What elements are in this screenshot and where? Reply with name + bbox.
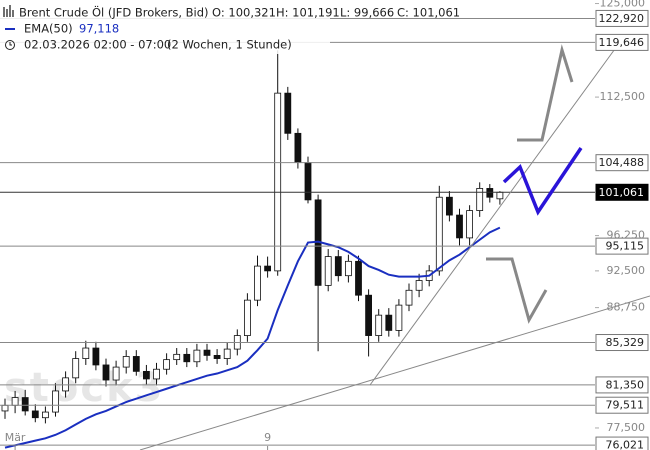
y-tick-label: 92,500: [607, 264, 646, 277]
level-box: [595, 154, 649, 172]
ohlc-low: L: 99,666: [340, 6, 394, 20]
candle-body: [213, 355, 221, 359]
x-tick-label: 9: [264, 431, 271, 444]
candle-body: [173, 353, 181, 361]
period: 02.03.2026 02:00 - 07:00: [24, 38, 171, 52]
level-box: [595, 376, 649, 394]
level-label: 101,061: [599, 186, 645, 199]
legend-bg: [0, 0, 330, 54]
level-box: [595, 436, 649, 450]
candle-body: [1, 404, 9, 412]
candle-body: [334, 256, 342, 277]
level-label: 119,646: [599, 36, 645, 49]
candle-body: [344, 260, 352, 277]
candle-body: [223, 348, 231, 359]
y-tick-label: 125,000: [600, 0, 646, 10]
candle-body: [456, 214, 463, 239]
range: (2 Wochen, 1 Stunde): [167, 38, 292, 52]
trend-line: [369, 41, 621, 386]
y-tick-label: 88,750: [607, 301, 646, 314]
candle-body: [42, 411, 49, 419]
projection-arrow: [517, 44, 574, 142]
level-label: 85,329: [606, 336, 645, 349]
ema-line: [4, 226, 501, 449]
level-label: 76,021: [606, 439, 645, 450]
ohlc-close: C: 101,061: [397, 6, 460, 20]
candle-body: [72, 358, 80, 379]
ohlc-open: O: 100,321: [212, 6, 276, 20]
candle-body: [365, 294, 373, 336]
candle-body: [355, 260, 362, 296]
candle-body: [193, 349, 201, 363]
candle-body: [476, 188, 484, 211]
level-label: 81,350: [606, 378, 645, 391]
instrument: Brent Crude Öl (JFD Brokers, Bid): [19, 4, 209, 20]
level-box: [595, 33, 649, 51]
candle-icon: [3, 5, 14, 17]
candle-body: [11, 397, 19, 406]
candle-body: [445, 196, 453, 216]
legend: Brent Crude Öl (JFD Brokers, Bid) O: 100…: [0, 0, 460, 54]
candle-body: [385, 314, 393, 331]
clock-hands: [9, 42, 12, 46]
candle-body: [466, 210, 474, 239]
candle-body: [62, 377, 69, 392]
candle-body: [132, 356, 140, 372]
level-label: 122,920: [599, 12, 645, 25]
candle-body: [82, 347, 90, 359]
candle-body: [254, 265, 261, 301]
candle-body: [435, 196, 443, 272]
candle-body: [122, 356, 130, 368]
candle-body: [142, 370, 150, 380]
candle-body: [163, 359, 171, 370]
candle-body: [92, 347, 100, 366]
candle-body: [102, 364, 110, 381]
candle-body: [375, 314, 383, 336]
ohlc-high: H: 101,191: [276, 6, 340, 20]
candle-body: [294, 132, 302, 163]
candle-body: [415, 280, 423, 291]
level-label: 104,488: [599, 156, 645, 169]
candle-body: [496, 191, 504, 200]
ema-value: 97,118: [79, 22, 119, 36]
y-tick-label: 77,500: [607, 421, 646, 434]
candle-body: [324, 256, 332, 286]
level-label: 79,511: [606, 399, 645, 412]
candle-body: [153, 368, 160, 380]
projection-arrow: [486, 257, 548, 324]
trend-line: [139, 295, 650, 450]
candle-body: [486, 188, 494, 198]
candle-body: [243, 299, 251, 336]
level-box: [595, 237, 649, 255]
level-box: [595, 334, 649, 352]
candle-body: [284, 92, 292, 134]
candle-body: [304, 162, 312, 201]
candle-body: [395, 304, 403, 331]
level-box: [595, 396, 649, 414]
clock-icon: [5, 40, 15, 50]
candle-body: [112, 366, 120, 381]
level-box: [595, 183, 649, 201]
level-label: 95,115: [606, 240, 645, 253]
candle-body: [203, 349, 211, 356]
candle-body: [264, 265, 272, 272]
x-tick-label: Mär: [5, 431, 26, 444]
candle-body: [52, 390, 59, 413]
candle-body: [183, 353, 191, 363]
projection-arrow: [502, 147, 583, 216]
candle-body: [274, 92, 282, 272]
level-box: [595, 9, 649, 27]
y-tick-label: 112,500: [600, 90, 646, 103]
candle-body: [21, 397, 29, 412]
candle-body: [405, 289, 413, 306]
ema-label: EMA(50): [24, 22, 73, 36]
candle-body: [31, 410, 39, 419]
